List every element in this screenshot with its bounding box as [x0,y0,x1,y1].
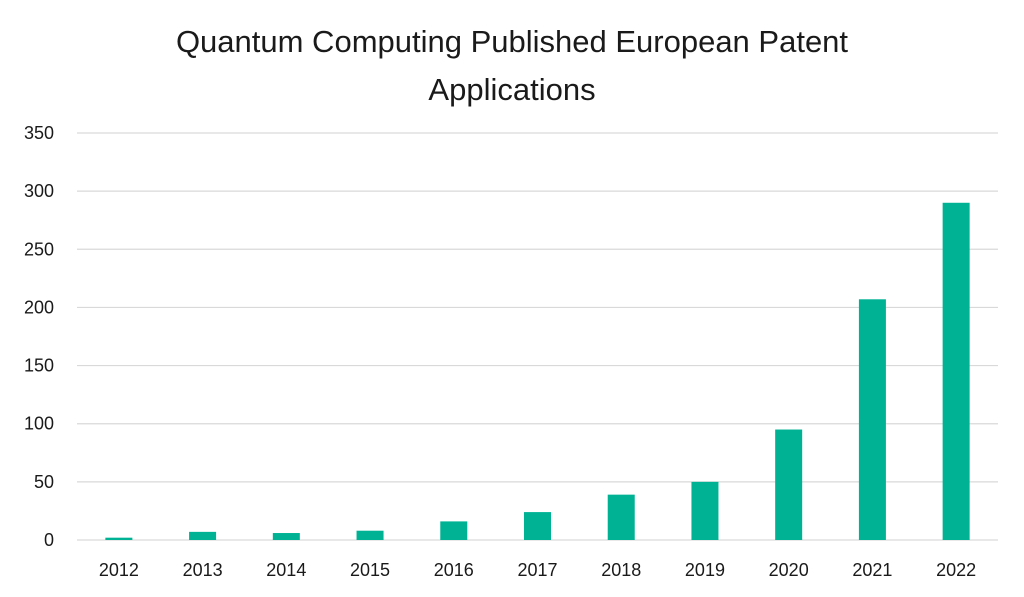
x-tick-label: 2016 [434,560,474,580]
y-tick-label: 300 [24,181,54,201]
x-tick-label: 2014 [266,560,306,580]
chart-title: Quantum Computing Published European Pat… [175,24,849,107]
y-tick-label: 50 [34,472,54,492]
y-tick-label: 0 [44,530,54,550]
x-axis-ticks: 2012 2013 2014 2015 2016 2017 2018 2019 2020 2021… [99,560,976,580]
x-tick-label: 2012 [99,560,139,580]
bar-2015 [356,530,384,540]
bar-2019 [691,481,719,540]
y-tick-label: 150 [24,356,54,376]
bar-2018 [607,494,635,540]
x-tick-label: 2017 [517,560,557,580]
x-tick-label: 2018 [601,560,641,580]
bars [105,202,970,540]
x-tick-label: 2020 [769,560,809,580]
y-tick-label: 100 [24,414,54,434]
bar-2012 [105,537,133,540]
x-tick-label: 2019 [685,560,725,580]
x-tick-label: 2021 [852,560,892,580]
bar-2014 [272,533,300,540]
bar-2013 [189,531,217,540]
bar-2020 [775,429,803,540]
bar-2021 [858,299,886,540]
bar-2022 [942,202,970,540]
y-tick-label: 250 [24,239,54,259]
y-tick-label: 350 [24,123,54,143]
gridlines [77,132,998,541]
x-tick-label: 2015 [350,560,390,580]
y-axis-ticks: 0 50 100 150 200 250 300 350 [24,123,54,550]
bar-2017 [524,512,551,540]
x-tick-label: 2022 [936,560,976,580]
x-tick-label: 2013 [183,560,223,580]
y-tick-label: 200 [24,297,54,317]
bar-2016 [440,521,468,540]
